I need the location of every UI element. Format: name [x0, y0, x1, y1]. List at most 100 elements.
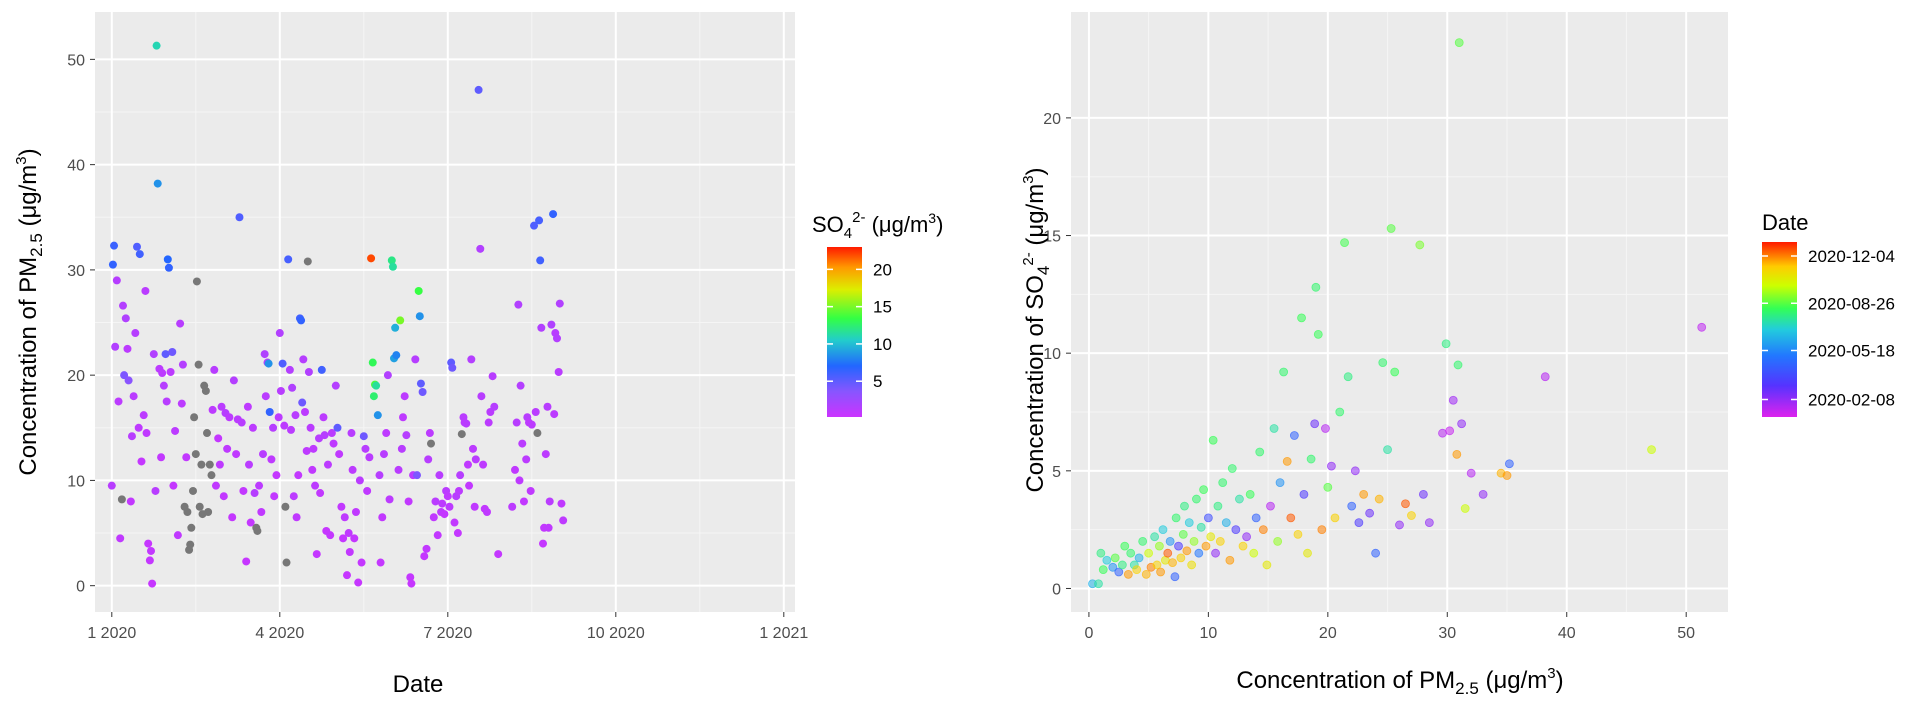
left-data-point [250, 489, 259, 498]
left-data-point [453, 529, 462, 538]
right-data-point [1374, 494, 1384, 504]
right-data-point [1110, 553, 1120, 563]
right-data-point [1150, 532, 1160, 542]
left-data-point [161, 350, 170, 359]
left-data-point [448, 363, 457, 372]
left-data-point [392, 351, 401, 360]
left-data-point [385, 495, 394, 504]
right-data-point [1313, 329, 1323, 339]
right-data-point [1350, 466, 1360, 476]
left-data-point [214, 434, 223, 443]
left-data-point [431, 497, 440, 506]
left-data-point [554, 368, 563, 376]
left-data-point [120, 371, 129, 380]
left-data-point [467, 355, 476, 364]
left-data-point [535, 216, 544, 225]
left-data-point [123, 344, 132, 353]
left-data-point [158, 369, 167, 378]
right-data-point [1255, 447, 1265, 457]
left-data-point [243, 402, 252, 411]
left-data-point [361, 444, 370, 453]
left-data-point [549, 210, 558, 219]
right-data-point [1238, 541, 1248, 551]
left-data-point [194, 360, 203, 369]
right-data-point [1286, 513, 1296, 523]
left-data-point [195, 502, 204, 511]
left-data-point [124, 376, 133, 385]
right-data-point [1441, 339, 1451, 349]
left-data-point [116, 534, 125, 543]
left-data-point [438, 499, 447, 508]
left-data-point [169, 481, 178, 490]
left-data-point [309, 444, 318, 453]
left-y-ticks: 0 10 20 30 40 50 [67, 52, 95, 596]
left-data-point [383, 371, 392, 380]
left-data-point [139, 411, 148, 420]
right-data-point [1262, 560, 1272, 570]
right-data-point [1208, 435, 1218, 445]
left-data-point [433, 531, 442, 540]
left-data-point [235, 213, 244, 222]
left-y-tick-label: 0 [76, 579, 85, 596]
right-data-point [1365, 508, 1375, 518]
left-data-point [197, 460, 206, 469]
left-data-point [416, 379, 425, 388]
left-data-point [407, 579, 416, 588]
left-data-point [186, 540, 195, 549]
right-data-point [1096, 548, 1106, 558]
left-data-point [376, 558, 385, 567]
left-data-point [514, 300, 523, 309]
right-data-point [1235, 494, 1244, 504]
right-x-tick-label: 50 [1677, 625, 1695, 642]
right-data-point [1231, 525, 1241, 535]
right-data-point [1251, 513, 1261, 523]
left-data-point [319, 413, 328, 422]
right-x-tick-label: 20 [1319, 625, 1337, 642]
left-data-point [522, 455, 531, 464]
left-data-point [469, 444, 477, 453]
right-data-point [1187, 560, 1197, 570]
left-data-point [511, 465, 519, 474]
left-x-tick-label: 1 2021 [759, 625, 808, 642]
left-data-point [201, 386, 210, 395]
left-data-point [242, 557, 251, 566]
right-data-point [1123, 569, 1133, 579]
right-data-point [1174, 541, 1183, 551]
left-points [107, 41, 568, 588]
left-data-point [329, 439, 338, 448]
left-data-point [388, 262, 397, 271]
left-x-ticks: 1 2020 4 2020 7 2020 10 2020 1 2021 [87, 612, 808, 642]
left-x-axis-label: Date [393, 671, 444, 698]
left-data-point [112, 276, 121, 285]
left-data-point [208, 405, 217, 414]
left-data-point [269, 423, 278, 432]
right-data-point [1460, 504, 1470, 513]
right-data-point [1156, 567, 1165, 577]
left-data-point [331, 381, 340, 390]
left-data-point [545, 497, 554, 506]
right-data-point [1108, 562, 1118, 572]
left-data-point [297, 316, 306, 325]
left-data-point [304, 368, 313, 376]
left-data-point [476, 244, 485, 253]
left-data-point [474, 85, 483, 94]
right-data-point [1221, 518, 1231, 527]
right-data-point [1330, 513, 1340, 523]
right-y-tick-label: 0 [1052, 581, 1061, 598]
left-data-point [418, 388, 427, 396]
left-data-point [119, 301, 127, 310]
left-data-point [133, 242, 141, 251]
right-data-point [1354, 518, 1364, 527]
right-data-point [1347, 501, 1357, 511]
left-data-point [261, 392, 270, 401]
left-data-point [275, 329, 284, 338]
left-data-point [223, 444, 232, 453]
right-data-point [1141, 569, 1151, 579]
left-data-point [280, 421, 289, 430]
left-data-point [203, 429, 211, 438]
left-data-point [191, 450, 200, 459]
left-data-point [484, 418, 493, 427]
left-data-point [178, 360, 187, 369]
left-data-point [344, 529, 353, 538]
right-data-point [1395, 520, 1404, 530]
